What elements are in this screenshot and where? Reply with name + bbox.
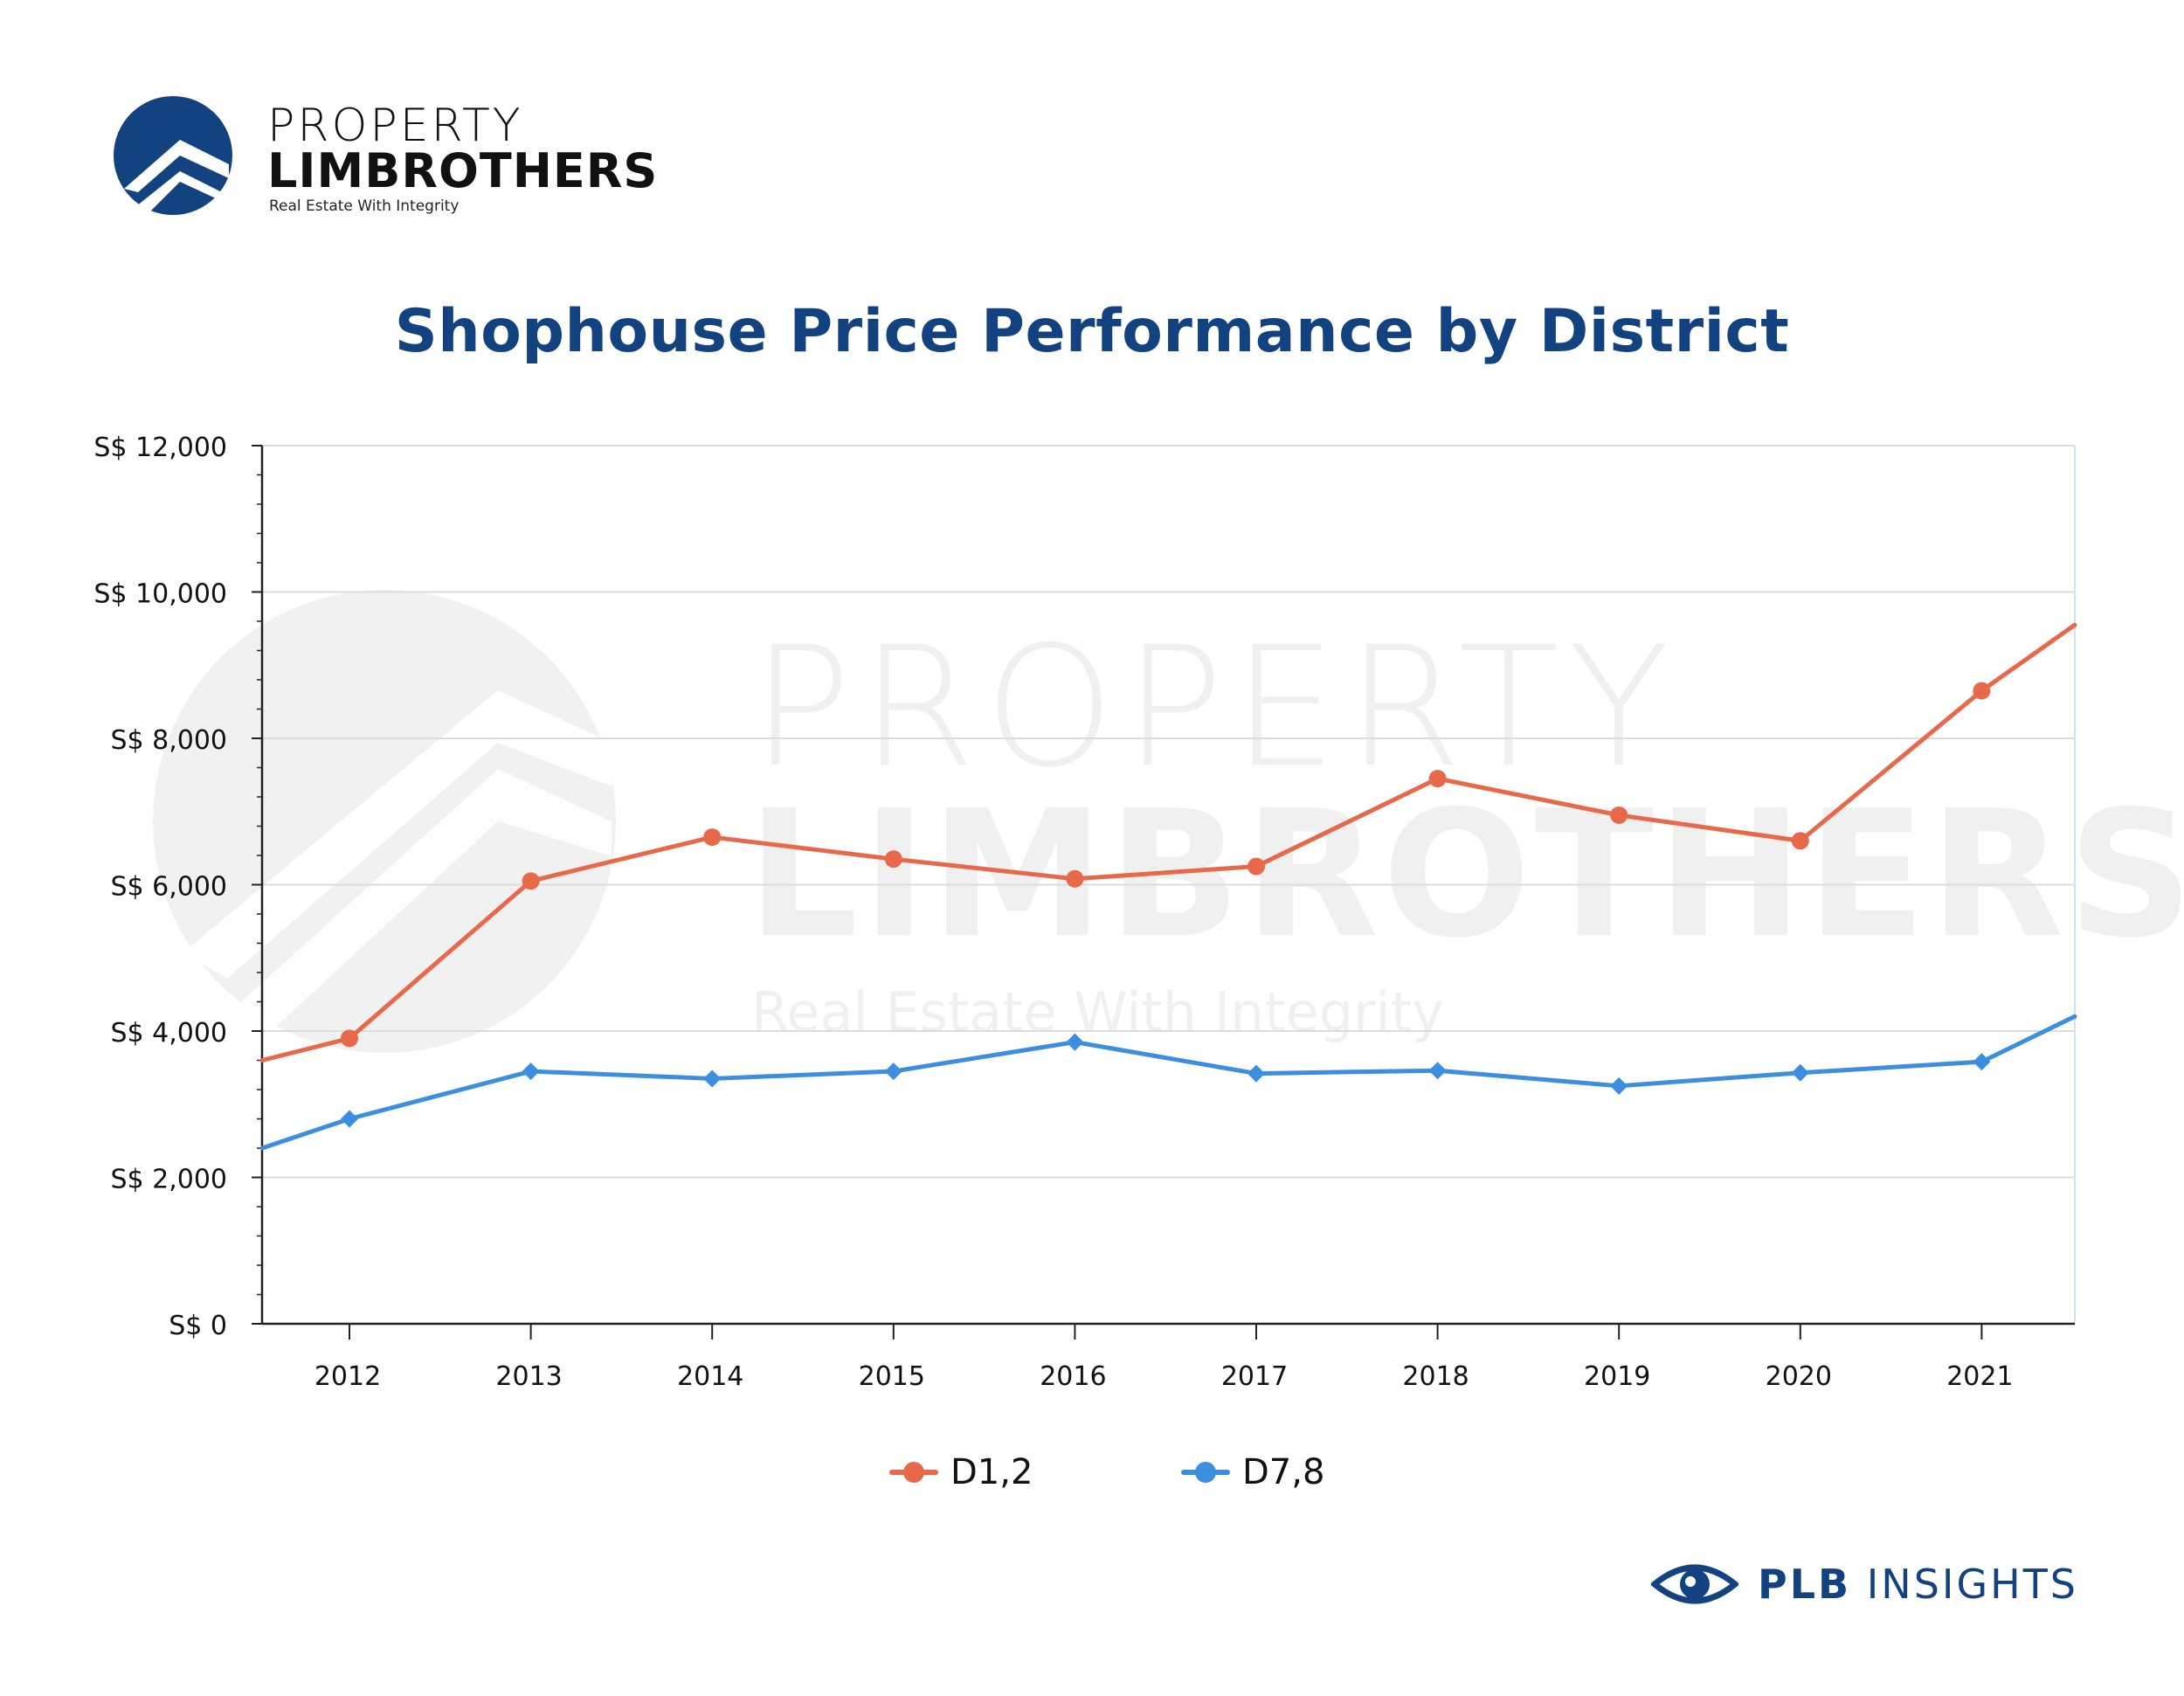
chart-title: Shophouse Price Performance by District [394,297,1790,366]
series [259,622,2077,1151]
footer-brand-rest: INSIGHTS [1866,1561,2078,1608]
y-tick-label: S$ 12,000 [93,433,227,463]
data-point-d12 [1248,857,1265,876]
axes [252,445,2075,1339]
data-point-d12 [703,828,722,847]
data-point-d78 [1973,1053,1991,1071]
legend: D1,2 D7,8 [0,1442,2184,1503]
x-tick-label: 2021 [1946,1361,2013,1392]
watermark-logo-chevron [183,690,612,979]
watermark-logo-chevron-2 [218,769,612,1040]
legend-item-d12[interactable]: D1,2 [889,1442,1033,1503]
watermark: PROPERTY LIMBROTHERS Real Estate With In… [153,590,2184,1053]
data-point-d78 [341,1110,358,1128]
legend-dot-d78 [1195,1462,1216,1483]
data-point-d78 [522,1063,540,1081]
x-tick-label: 2016 [1040,1361,1106,1392]
legend-label-d12: D1,2 [950,1452,1033,1492]
series-line-d78 [259,1014,2077,1151]
x-tick-label: 2020 [1766,1361,1832,1392]
data-point-d12 [1973,682,1991,700]
legend-swatch-d12 [889,1455,938,1490]
data-point-d12 [1066,869,1084,888]
data-point-d12 [522,872,540,890]
x-tick-label: 2012 [314,1361,381,1392]
data-point-d78 [1066,1033,1084,1051]
data-point-d12 [1791,832,1809,850]
watermark-line1: PROPERTY [751,611,1678,804]
x-tick-label: 2015 [859,1361,925,1392]
legend-dot-d12 [903,1462,924,1483]
legend-swatch-d78 [1181,1455,1230,1490]
watermark-line3: Real Estate With Integrity [751,980,1444,1044]
data-point-d78 [1791,1063,1809,1082]
data-point-d12 [1610,806,1628,824]
data-point-d12 [884,850,902,869]
logo-tagline: Real Estate With Integrity [269,197,460,215]
x-tick-label: 2017 [1221,1361,1288,1392]
eye-logo-icon [1651,1564,1738,1604]
y-tick-label: S$ 10,000 [93,579,227,610]
footer-brand-bold: PLB [1758,1561,1852,1608]
y-tick-label: S$ 0 [169,1311,227,1341]
watermark-line2: LIMBROTHERS [747,773,2184,977]
data-point-d12 [1428,770,1447,788]
series-line-d12 [259,622,2077,1063]
logo-line2: LIMBROTHERS [267,143,659,198]
data-point-d78 [703,1070,722,1088]
footer-brand-text: PLB INSIGHTS [1758,1561,2078,1608]
data-point-d78 [1610,1076,1628,1095]
property-limbrothers-logo-icon [114,96,232,215]
y-tick-label: S$ 8,000 [110,725,227,756]
logo-line1: PROPERTY [267,100,523,152]
legend-label-d78: D7,8 [1242,1452,1325,1492]
y-tick-label: S$ 2,000 [110,1165,227,1195]
data-point-d78 [1248,1064,1265,1083]
y-tick-label: S$ 6,000 [110,872,227,903]
x-tick-label: 2019 [1584,1361,1650,1392]
x-tick-label: 2013 [495,1361,562,1392]
logo: PROPERTY LIMBROTHERS Real Estate With In… [112,93,657,224]
y-tick-label: S$ 4,000 [110,1018,227,1049]
data-point-d12 [341,1029,358,1048]
x-tick-label: 2014 [677,1361,743,1392]
grid [262,445,2076,1324]
data-point-d78 [884,1063,902,1081]
data-point-d78 [1428,1062,1447,1080]
legend-item-d78[interactable]: D7,8 [1181,1442,1324,1503]
x-tick-label: 2018 [1402,1361,1469,1392]
footer-brand: PLB INSIGHTS [1651,1554,2078,1615]
tick-labels: S$ 0 S$ 2,000 S$ 4,000 S$ 6,000 S$ 8,000 S$ 1… [93,433,2013,1392]
